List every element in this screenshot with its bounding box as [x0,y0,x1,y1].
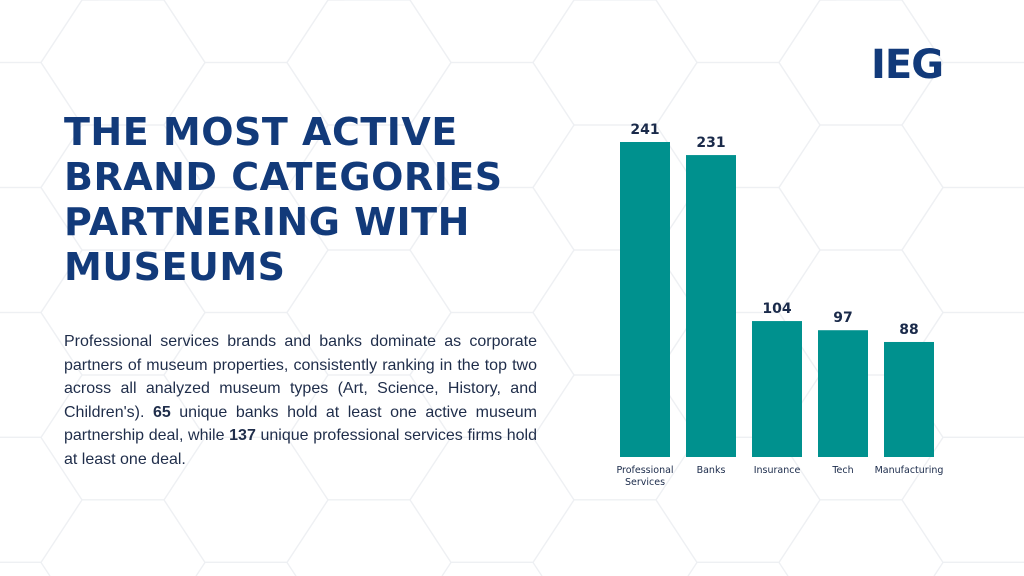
bar [752,321,802,457]
hexagon-edge [40,499,83,563]
category-label-line: Insurance [754,465,801,476]
hexagon-edge [532,437,575,501]
hexagon-edge [409,124,452,188]
bar-chart: 241 Professional Services 231 Banks 104 Insura… [616,122,944,488]
hexagon-edge [901,499,944,563]
hexagon-edge [778,124,821,188]
description-text: Professional services brands and banks d… [64,330,537,471]
bar [818,330,868,457]
category-label: Manufacturing [875,465,944,476]
hexagon-edge [532,187,575,251]
hexagon-edge [40,187,83,251]
hexagon-edge [901,187,944,251]
hexagon-edge [532,0,575,63]
category-label-line: Banks [697,465,726,476]
body-part-3: unique professional services firms hold … [64,427,537,468]
hexagon-edge [163,437,206,501]
hexagon-edge [778,499,821,563]
hexagon-edge [40,374,83,438]
hexagon-edge [40,0,83,63]
hexagon-edge [286,124,329,188]
data-label: 241 [630,122,659,138]
hexagon-edge [409,62,452,126]
hexagon-edge [163,187,206,251]
bar [620,142,670,457]
hexagon-edge [286,62,329,126]
data-label: 231 [696,135,725,151]
bar [884,341,934,457]
category-label: Insurance [754,465,801,476]
hexagon-edge [163,499,206,563]
hexagon-edge [40,562,51,576]
hexagon-edge [778,0,821,63]
bar [686,155,736,457]
hexagon-edge [40,437,83,501]
body-part-2: unique banks hold at least one active mu… [64,403,537,445]
hexagon-edge [40,124,83,188]
hexagon-edge [163,312,206,376]
hexagon-edge [163,374,206,438]
category-label-line: Professional [616,465,673,476]
data-label: 97 [833,310,852,326]
hexagon-edge [532,312,575,376]
hexagon-edge [286,187,329,251]
hexagon-edge [163,124,206,188]
hexagon-edge [687,562,698,576]
category-label: Professional Services [616,465,673,488]
professional-services-count: 137 [229,427,256,444]
hexagon-edge [441,562,452,576]
category-label: Banks [697,465,726,476]
hexagon-edge [778,62,821,126]
hexagon-edge [409,374,452,438]
hexagon-edge [655,0,698,63]
hexagon-edge [286,249,329,313]
hexagon-edge [901,0,944,63]
hexagon-edge [40,312,83,376]
body-part-1: Professional services brands and banks d… [64,333,537,421]
hexagon-edge [409,499,452,563]
hexagon-edge [286,499,329,563]
category-label: Tech [831,465,853,476]
hexagon-edge [286,437,329,501]
data-label: 88 [899,322,918,338]
hexagon-edge [901,124,944,188]
hexagon-edge [778,249,821,313]
category-label-line: Tech [831,465,853,476]
hexagon-edge [286,0,329,63]
hexagon-edge [933,562,944,576]
hexagon-edge [532,249,575,313]
hexagon-edge [409,312,452,376]
hexagon-edge [532,562,543,576]
hexagon-edge [286,312,329,376]
hexagon-edge [163,62,206,126]
hexagon-edge [532,62,575,126]
data-label: 104 [762,301,791,317]
hexagon-edge [901,249,944,313]
hexagon-edge [409,437,452,501]
hexagon-edge [409,0,452,63]
category-label-line: Services [625,477,665,488]
category-label-line: Manufacturing [875,465,944,476]
hexagon-edge [409,249,452,313]
hexagon-edge [778,562,789,576]
hexagon-edge [286,562,297,576]
hexagon-edge [778,187,821,251]
hexagon-edge [195,562,206,576]
hexagon-edge [901,62,944,126]
hexagon-edge [901,437,944,501]
page-title: THE MOST ACTIVE BRAND CATEGORIES PARTNER… [64,110,503,289]
hexagon-edge [40,62,83,126]
banks-count: 65 [152,403,171,421]
hexagon-edge [532,499,575,563]
hexagon-edge [409,187,452,251]
hexagon-edge [40,249,83,313]
hexagon-edge [163,0,206,63]
hexagon-edge [655,62,698,126]
ieg-logo: IEG [871,42,944,88]
hexagon-edge [655,499,698,563]
hexagon-edge [286,374,329,438]
hexagon-edge [163,249,206,313]
hexagon-edge [532,124,575,188]
hexagon-edge [532,374,575,438]
